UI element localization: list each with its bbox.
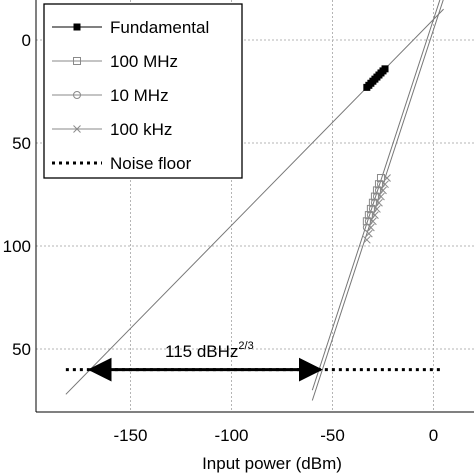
cross-stroke [367,223,375,232]
legend-label: 100 MHz [110,52,178,71]
legend-marker [73,23,81,31]
legend-item-100-mhz: 100 MHz [52,52,178,71]
legend-label: Noise floor [110,154,192,173]
y-tick-label: 100 [3,237,31,256]
marker-100-mhz [372,186,381,195]
marker-100-khz [379,186,387,195]
marker-100-khz [373,205,381,213]
marker-100-khz [375,198,383,207]
cross-stroke [375,198,383,207]
x-tick-label: 0 [429,426,438,445]
marker-100-mhz [376,174,385,183]
marker-100-khz [369,217,377,226]
legend-marker [73,125,81,133]
marker-100-khz [381,180,389,189]
annotation: 115 dBHz2/3 [87,340,323,382]
legend-item-100-khz: 100 kHz [52,120,172,139]
legend-item-10-mhz: 10 MHz [52,86,169,105]
legend-label: 100 kHz [110,120,172,139]
marker-100-mhz [366,204,375,213]
annotation-main: 115 dBHz [165,342,238,361]
marker-100-mhz [370,192,379,201]
legend-marker [73,57,81,65]
cross-stroke [373,205,381,213]
cross-stroke [362,235,371,244]
legend-item-noise-floor: Noise floor [52,154,192,173]
cross-stroke [381,180,389,189]
marker-100-mhz [362,217,371,226]
fit-line [311,0,441,391]
marker-100-khz [365,229,373,238]
data-markers [362,65,391,244]
legend-item-fundamental: Fundamental [52,18,209,37]
marker-100-khz [371,211,379,219]
x-tick-labels: -150 -100 -50 0 [113,426,438,445]
marker-100-mhz [368,198,377,207]
cross-stroke [371,211,379,219]
y-tick-label: 50 [12,134,31,153]
marker-100-khz [367,223,375,232]
marker-100-mhz [374,180,383,189]
cross-stroke [379,186,387,195]
x-tick-label: -100 [214,426,248,445]
x-axis-label: Input power (dBm) [202,454,342,473]
marker-fundamental [381,65,389,73]
legend-label: 10 MHz [110,86,169,105]
y-tick-label: 50 [12,340,31,359]
plot-area [65,0,444,401]
annotation-superscript: 2/3 [238,340,253,352]
legend-label: Fundamental [110,18,209,37]
cross-stroke [365,229,373,238]
cross-stroke [383,174,391,182]
x-tick-label: -50 [320,426,345,445]
marker-100-mhz [364,211,373,220]
cross-stroke [377,192,385,201]
cross-stroke [73,125,81,133]
y-tick-labels: 0 50 100 50 [3,31,31,359]
y-tick-label: 0 [22,31,31,50]
legend-marker [73,91,81,99]
x-tick-label: -150 [113,426,147,445]
cross-stroke [369,217,377,226]
legend: Fundamental 100 MHz 10 MHz 100 kHz Noise flo… [43,3,243,179]
marker-100-khz [383,174,391,182]
marker-100-khz [362,235,371,244]
marker-100-khz [377,192,385,201]
annotation-text: 115 dBHz2/3 [165,340,254,361]
